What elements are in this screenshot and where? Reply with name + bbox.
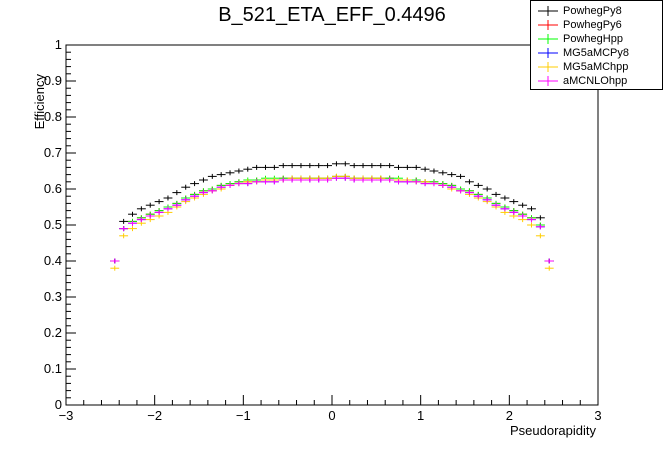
legend-marker — [538, 48, 558, 58]
legend-item: aMCNLOhpp — [531, 74, 664, 88]
x-axis-title: Pseudorapidity — [510, 423, 596, 438]
legend-box: PowhegPy8 PowhegPy6 PowhegHpp MG5aMCPy8 MG5a… — [530, 0, 663, 90]
chart-title: B_521_ETA_EFF_0.4496 — [218, 4, 446, 26]
legend-marker — [538, 62, 558, 72]
legend-label: MG5aMCPy8 — [563, 47, 630, 59]
x-tick-label: 1 — [417, 408, 424, 423]
x-tick-label: 0 — [328, 408, 335, 423]
legend-item: PowhegPy6 — [531, 18, 664, 32]
x-tick-label: −1 — [236, 408, 251, 423]
y-axis-title: Efficiency — [32, 74, 47, 130]
legend-label: PowhegPy6 — [563, 19, 622, 31]
legend-item: PowhegHpp — [531, 32, 664, 46]
legend-label: PowhegPy8 — [563, 5, 622, 17]
legend-item: MG5aMCPy8 — [531, 46, 664, 60]
y-tick-label: 0.7 — [44, 145, 62, 160]
legend-label: aMCNLOhpp — [563, 75, 628, 87]
y-tick-label: 0 — [55, 397, 62, 412]
y-tick-label: 0.3 — [44, 289, 62, 304]
y-tick-label: 1 — [55, 37, 62, 52]
legend-label: MG5aMChpp — [563, 61, 629, 73]
legend-marker — [538, 20, 558, 30]
legend-marker — [538, 34, 558, 44]
y-tick-label: 0.6 — [44, 181, 62, 196]
y-tick-label: 0.8 — [44, 109, 62, 124]
x-tick-label: 2 — [506, 408, 513, 423]
x-tick-label: 3 — [594, 408, 601, 423]
y-tick-label: 0.5 — [44, 217, 62, 232]
y-tick-label: 0.9 — [44, 73, 62, 88]
legend-marker — [538, 6, 558, 16]
y-tick-label: 0.1 — [44, 361, 62, 376]
legend-item: MG5aMChpp — [531, 60, 664, 74]
y-tick-label: 0.2 — [44, 325, 62, 340]
plot-frame — [65, 44, 599, 406]
legend-marker — [538, 76, 558, 86]
legend-label: PowhegHpp — [563, 33, 623, 45]
x-tick-label: −2 — [147, 408, 162, 423]
y-tick-label: 0.4 — [44, 253, 62, 268]
legend-item: PowhegPy8 — [531, 4, 664, 18]
x-tick-label: −3 — [59, 408, 74, 423]
